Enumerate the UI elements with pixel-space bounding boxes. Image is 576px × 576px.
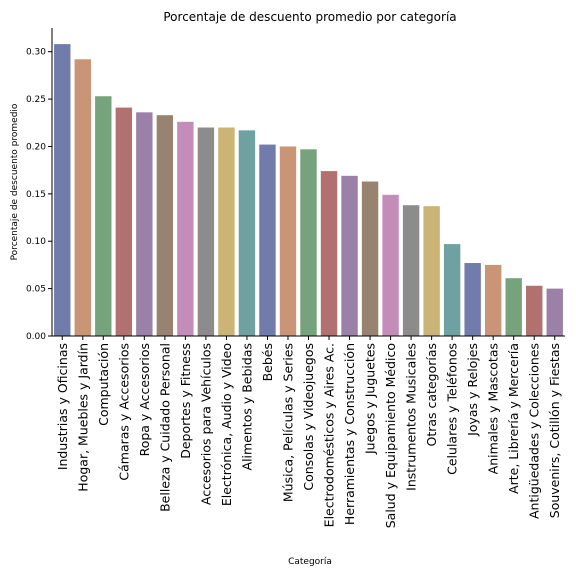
x-tick-label: Cámaras y Accesorios	[116, 343, 131, 481]
x-tick-label: Electrodomésticos y Aires Ac.	[322, 343, 337, 527]
x-tick-label: Ropa y Accesorios	[137, 343, 152, 456]
bar	[546, 288, 563, 336]
x-axis-ticks: Industrias y Oficinas Hogar, Muebles y Ja…	[55, 336, 562, 528]
x-tick-label: Consolas y Videojuegos	[301, 343, 316, 491]
x-tick-label: Electrónica, Audio y Video	[219, 343, 234, 506]
x-tick-label: Computación	[96, 343, 111, 426]
y-tick-label: 0.30	[26, 48, 46, 58]
bar	[156, 115, 174, 337]
x-tick-label: Otras categorías	[424, 343, 439, 447]
bar	[484, 264, 502, 336]
y-tick-label: 0.10	[26, 237, 46, 247]
bar	[218, 127, 235, 336]
y-axis-label: Porcentaje de descuento promedio	[10, 103, 20, 260]
x-tick-label: Juegos y Juguetes	[363, 343, 378, 455]
x-tick-label: Arte, Librería y Mercería	[506, 343, 521, 494]
x-tick-label: Deportes y Fitness	[178, 343, 193, 459]
bar	[115, 107, 133, 336]
y-axis-ticks: 0.00 0.05 0.10 0.15 0.20 0.25 0.30	[26, 48, 52, 342]
bar	[177, 121, 194, 337]
x-tick-label: Música, Películas y Series	[280, 343, 295, 502]
x-tick-label: Joyas y Relojes	[465, 343, 480, 437]
chart-title: Porcentaje de descuento promedio por cat…	[163, 10, 456, 24]
x-tick-label: Hogar, Muebles y Jardín	[75, 343, 90, 492]
bar	[402, 205, 420, 336]
x-tick-label: Belleza y Cuidado Personal	[157, 343, 172, 512]
y-tick-label: 0.15	[26, 190, 46, 200]
x-tick-label: Celulares y Teléfonos	[445, 343, 460, 475]
bar	[464, 263, 481, 336]
bar	[382, 194, 399, 336]
bar	[95, 96, 112, 336]
y-tick-label: 0.25	[26, 95, 46, 105]
x-tick-label: Herramientas y Construcción	[342, 343, 357, 525]
bar	[320, 171, 338, 336]
bar	[197, 127, 215, 336]
bar	[136, 112, 153, 337]
bar	[361, 181, 379, 336]
x-tick-label: Animales y Mascotas	[486, 343, 501, 474]
y-tick-label: 0.00	[26, 332, 46, 342]
x-tick-label: Industrias y Oficinas	[55, 343, 70, 470]
y-tick-label: 0.20	[26, 142, 46, 152]
bar	[54, 44, 71, 336]
bars	[54, 44, 563, 337]
x-tick-label: Bebés	[260, 343, 275, 381]
x-tick-label: Instrumentos Musicales	[404, 343, 419, 491]
x-tick-label: Alimentos y Bebidas	[239, 343, 254, 470]
x-tick-label: Antigüedades y Colecciones	[527, 343, 542, 519]
x-axis-label: Categoría	[288, 557, 332, 567]
bar	[423, 206, 440, 336]
bar	[238, 130, 256, 336]
bar	[443, 244, 461, 336]
x-tick-label: Salud y Equipamiento Médico	[383, 343, 398, 528]
bar	[300, 149, 317, 336]
bar	[279, 146, 297, 336]
x-tick-label: Accesorios para Vehículos	[198, 343, 213, 505]
bar	[74, 59, 91, 337]
x-tick-label: Souvenirs, Cotillón y Fiestas	[547, 343, 562, 518]
bar	[526, 285, 543, 336]
bar	[341, 175, 358, 336]
bar	[505, 278, 522, 336]
bar	[259, 144, 276, 336]
y-tick-label: 0.05	[26, 285, 46, 295]
